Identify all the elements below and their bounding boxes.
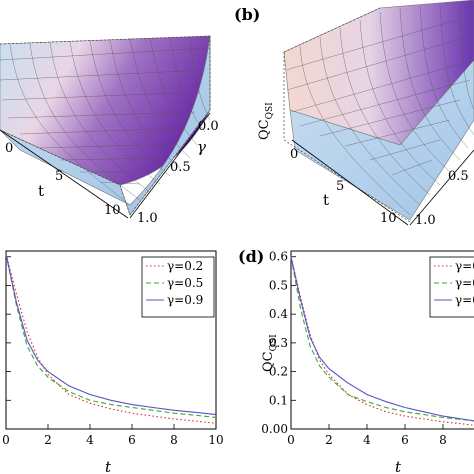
svg-text:QCQSI: QCQSI	[261, 334, 279, 372]
panel-d-series-lines	[290, 256, 474, 426]
panel-c-xlabel: t	[105, 458, 112, 474]
panel-b-zlabel: QCQSI	[257, 102, 275, 140]
panel-d-plot-frame	[290, 250, 474, 430]
panel-a-gamma-label: γ	[197, 138, 206, 156]
panel-b-zlabel-main: QC	[257, 119, 272, 140]
panel-d-xtick-label: 2	[325, 433, 333, 447]
panel-a-t-axis	[0, 129, 129, 219]
panel-a-gamma-axis	[129, 112, 211, 219]
panel-a-gamma-tick-0: 0.0	[198, 119, 219, 134]
panel-c-xtick-label: 8	[170, 433, 178, 447]
panel-a-t-tick-0: 0	[5, 141, 13, 156]
panel-c-xtick-label: 2	[44, 433, 52, 447]
panel-d-legend-entry: γ=0	[455, 259, 474, 273]
panel-d-xtick-label: 6	[401, 433, 409, 447]
panel-b-t-tick-0: 0	[290, 147, 298, 162]
panel-c-series-line-2	[5, 253, 217, 416]
panel-a-surface-curve-mesh	[9, 35, 211, 206]
panel-d-ytick-label: 0.4	[269, 307, 288, 321]
panel-b-gamma-tick-05: 0.5	[448, 169, 469, 184]
panel-d-ytick-label: 0.3	[269, 336, 288, 350]
panel-a-t-tick-10: 10	[104, 203, 121, 218]
panel-c-series-lines	[5, 253, 217, 424]
panel-b-t-tick-10: 10	[380, 211, 397, 226]
panel-d-series-line-2	[290, 256, 474, 422]
panel-b-t-tick-5: 5	[336, 179, 344, 194]
panel-a-t-tick-5: 5	[55, 169, 63, 184]
panel-b-surface-mesh	[285, 1, 474, 216]
panel-d-xlabel: t	[395, 458, 402, 474]
panel-c-xtick-label: 6	[128, 433, 136, 447]
panel-b-surface-plot: (b) QCQSI 0 5 10 t 0.5 1.0	[234, 0, 474, 228]
panel-d-ytick-label: 0.2	[269, 365, 288, 379]
panel-c-line-chart: 0 2 4 6 8 10 γ=0.2 γ=0.5 γ=0.9 t	[2, 250, 224, 474]
panel-d-ylabel: QCQSI	[261, 334, 279, 372]
svg-text:QCQSI: QCQSI	[257, 102, 275, 140]
panel-c-plot-frame	[5, 250, 217, 430]
panel-a-surface-t-mesh	[0, 47, 211, 185]
panel-b-box-edges	[283, 7, 411, 223]
panel-d-ylabel-sub: QSI	[269, 334, 279, 352]
panel-c-xtick-label: 10	[208, 433, 223, 447]
panel-d-legend-entry: γ=0	[455, 276, 474, 290]
panel-d-ytick-label: 0.1	[269, 393, 288, 407]
panel-b-t-label: t	[323, 191, 329, 209]
panel-d-series-line-1	[290, 256, 474, 422]
panel-b-label: (b)	[234, 5, 260, 24]
panel-d-xtick-label: 0	[287, 433, 295, 447]
panel-a-t-label: t	[38, 182, 44, 200]
panel-d-legend-box	[429, 256, 474, 318]
panel-d-ylabel-main: QC	[261, 351, 276, 372]
panel-d-xtick-label: 4	[363, 433, 371, 447]
panel-c-legend-entry: γ=0.5	[167, 276, 203, 290]
panel-c-legend-box	[141, 256, 215, 318]
panel-c-legend-entry: γ=0.2	[167, 259, 203, 273]
panel-b-zlabel-sub: QSI	[265, 102, 275, 120]
panel-b-surface-floor	[289, 59, 474, 221]
panel-d-legend: γ=0 γ=0 γ=0	[429, 256, 474, 318]
panel-d-ytick-label: 0.5	[269, 278, 288, 292]
panel-d-ticks: 02468100.000.10.20.30.40.50.6	[261, 250, 474, 447]
panel-a-gamma-tick-1: 1.0	[137, 211, 158, 226]
panel-c-ticks: 0 2 4 6 8 10	[2, 256, 224, 447]
panel-a-gamma-tick-05: 0.5	[170, 160, 191, 175]
panel-b-gamma-axis	[409, 149, 474, 226]
panel-d-line-chart: (d) QCQSI 02468100.000.10.20.30.40.50.6 …	[238, 247, 474, 474]
panel-a-box-edges	[0, 35, 211, 216]
panel-d-xtick-label: 8	[439, 433, 447, 447]
panel-c-legend-entry: γ=0.9	[167, 293, 203, 307]
panel-d-label: (d)	[238, 247, 264, 266]
panel-b-t-axis	[291, 139, 409, 226]
panel-d-ytick-label: 0.6	[269, 250, 288, 264]
panel-d-ytick-label: 0.00	[261, 422, 288, 436]
panel-d-legend-entry: γ=0	[455, 293, 474, 307]
panel-c-xtick-label: 4	[86, 433, 94, 447]
panel-c-series-line-1	[5, 253, 217, 419]
panel-b-gamma-tick-1: 1.0	[415, 213, 436, 228]
panel-c-series-line-0	[5, 253, 217, 424]
panel-a-surface-plot: 0 5 10 t 0.0 0.5 1.0 γ	[0, 35, 219, 226]
panel-c-legend: γ=0.2 γ=0.5 γ=0.9	[141, 256, 215, 318]
panel-c-xtick-label: 0	[2, 433, 10, 447]
